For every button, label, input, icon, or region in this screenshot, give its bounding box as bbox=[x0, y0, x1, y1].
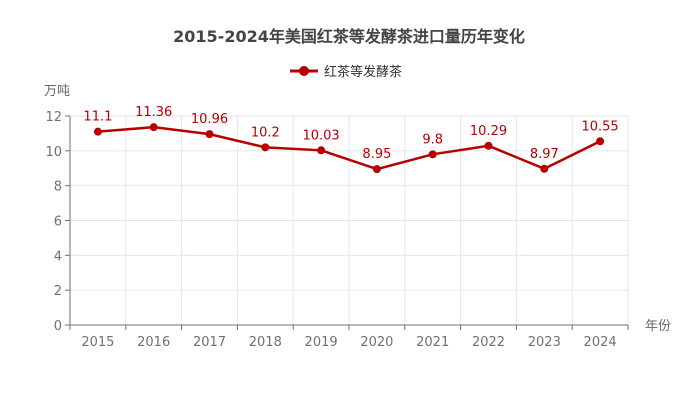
x-tick-label: 2015 bbox=[81, 335, 114, 350]
data-point bbox=[205, 130, 214, 139]
legend: 红茶等发酵茶 bbox=[290, 64, 402, 80]
data-label: 8.97 bbox=[530, 147, 559, 162]
data-label: 10.29 bbox=[470, 124, 507, 139]
x-tick-label: 2023 bbox=[528, 335, 561, 350]
data-label: 10.03 bbox=[302, 128, 339, 143]
data-point bbox=[540, 164, 549, 173]
y-tick-label: 8 bbox=[54, 180, 62, 195]
x-tick-label: 2017 bbox=[193, 335, 226, 350]
data-point bbox=[93, 127, 102, 136]
y-tick-label: 2 bbox=[54, 284, 62, 299]
legend-label: 红茶等发酵茶 bbox=[324, 64, 402, 80]
data-point bbox=[428, 150, 437, 159]
data-label: 11.36 bbox=[135, 105, 172, 120]
y-tick-label: 0 bbox=[54, 319, 62, 334]
legend-dot-marker bbox=[299, 66, 309, 76]
data-label: 11.1 bbox=[83, 110, 112, 125]
x-tick-label: 2024 bbox=[584, 335, 617, 350]
x-tick-label: 2018 bbox=[249, 335, 282, 350]
series-line bbox=[97, 125, 601, 171]
x-axis-label: 年份 bbox=[645, 319, 671, 334]
y-tick-label: 4 bbox=[54, 249, 62, 264]
data-point bbox=[261, 143, 270, 152]
x-tick-label: 2016 bbox=[137, 335, 170, 350]
x-tick-label: 2022 bbox=[472, 335, 505, 350]
data-label: 10.55 bbox=[581, 119, 618, 134]
data-point bbox=[596, 137, 605, 146]
y-tick-label: 12 bbox=[45, 110, 62, 125]
data-label: 10.96 bbox=[191, 112, 228, 127]
data-point bbox=[484, 141, 493, 150]
data-point bbox=[372, 165, 381, 174]
data-label: 8.95 bbox=[362, 147, 391, 162]
y-tick-label: 6 bbox=[54, 215, 62, 230]
chart-title: 2015-2024年美国红茶等发酵茶进口量历年变化 bbox=[173, 27, 525, 46]
y-tick-label: 10 bbox=[45, 145, 62, 160]
x-tick-label: 2019 bbox=[305, 335, 338, 350]
data-point bbox=[317, 146, 326, 155]
data-label: 10.2 bbox=[251, 125, 280, 140]
y-axis-label: 万吨 bbox=[44, 84, 70, 99]
data-label: 9.8 bbox=[422, 132, 443, 147]
x-tick-label: 2021 bbox=[416, 335, 449, 350]
x-tick-label: 2020 bbox=[360, 335, 393, 350]
data-point bbox=[149, 123, 158, 132]
